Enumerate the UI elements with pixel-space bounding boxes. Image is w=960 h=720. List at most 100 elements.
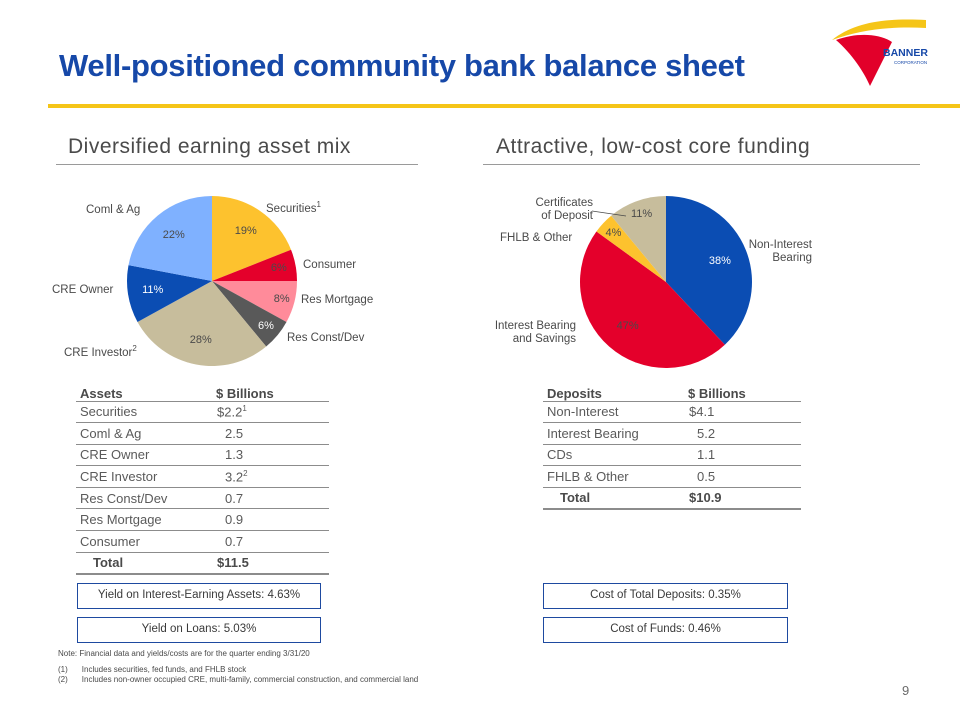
- pie-label-cds: Certificates of Deposit: [535, 197, 593, 222]
- assets-total-value: $11.5: [212, 552, 329, 575]
- assets-row: Consumer 0.7: [76, 530, 329, 553]
- assets-total-label: Total: [76, 552, 212, 575]
- asset-mix-heading: Diversified earning asset mix: [68, 135, 351, 158]
- deposits-col-header: Deposits: [543, 380, 684, 402]
- pie-pct-label: 11%: [631, 208, 653, 221]
- assets-row: CRE Owner 1.3: [76, 444, 329, 467]
- footnote-1: (1) Includes securities, fed funds, and F…: [58, 665, 247, 674]
- pie-slice-consumer: [212, 249, 297, 281]
- assets-row: Coml & Ag 2.5: [76, 422, 329, 445]
- assets-row: Res Const/Dev 0.7: [76, 487, 329, 510]
- deposits-row-label: Interest Bearing: [543, 422, 684, 445]
- assets-table-header: Assets $ Billions: [76, 380, 329, 402]
- logo-text: BANNER: [883, 47, 928, 59]
- deposits-row-value: 5.2: [684, 422, 801, 445]
- pie-slice-securities: [212, 196, 292, 281]
- pie-label-res-const: Res Const/Dev: [287, 332, 365, 344]
- pie-pct-label: 11%: [142, 284, 164, 297]
- pie-slice-cre-investor: [137, 281, 267, 366]
- assets-row-value: 1.3: [212, 444, 329, 467]
- assets-col-header: Assets: [76, 380, 212, 402]
- yield-earning-assets-box: Yield on Interest-Earning Assets: 4.63%: [77, 583, 321, 609]
- deposits-billions-col-header: $ Billions: [684, 380, 801, 402]
- pie-pct-label: 38%: [708, 254, 731, 267]
- pie-pct-label: 19%: [234, 225, 257, 238]
- pie-label-consumer: Consumer: [303, 259, 357, 271]
- pie-pct-label: 6%: [270, 262, 287, 275]
- pie-slice-interest-bearing-and-savings: [580, 231, 725, 369]
- pie-slice-fhlb-other: [596, 215, 666, 282]
- pie-pct-label: 22%: [162, 228, 185, 241]
- pie-slice-coml-ag: [128, 196, 212, 281]
- deposits-row-label: Non-Interest: [543, 401, 684, 424]
- assets-row-label: Consumer: [76, 530, 212, 553]
- pie-pct-label: 6%: [257, 319, 274, 332]
- page-title: Well-positioned community bank balance s…: [59, 48, 745, 83]
- core-funding-heading: Attractive, low-cost core funding: [496, 135, 811, 158]
- cost-total-deposits-box: Cost of Total Deposits: 0.35%: [543, 583, 788, 609]
- deposits-row-label: CDs: [543, 444, 684, 467]
- asset-mix-heading-rule: [56, 164, 418, 165]
- deposits-row-value: 1.1: [684, 444, 801, 467]
- assets-row: CRE Investor 3.22: [76, 465, 329, 488]
- pie-pct-label: 4%: [605, 226, 622, 239]
- deposits-table-header: Deposits $ Billions: [543, 380, 801, 402]
- title-divider: [48, 104, 960, 108]
- deposits-row: FHLB & Other 0.5: [543, 465, 801, 488]
- deposits-row-value: 0.5: [684, 465, 801, 488]
- pie-label-cre-investor: CRE Investor2: [64, 344, 137, 359]
- logo-subtext: CORPORATION: [894, 60, 927, 65]
- pie-label-noninterest: Non-Interest Bearing: [748, 239, 812, 264]
- assets-total-row: Total $11.5: [76, 552, 329, 575]
- deposits-total-label: Total: [543, 487, 684, 510]
- logo-red-flag: [836, 34, 892, 86]
- assets-row-value: 0.7: [212, 487, 329, 510]
- assets-row-value: 0.9: [212, 508, 329, 532]
- deposits-row: CDs 1.1: [543, 444, 801, 467]
- assets-table: Assets $ Billions Securities $2.21 Coml & …: [76, 380, 329, 575]
- cost-of-funds-box: Cost of Funds: 0.46%: [543, 617, 788, 643]
- assets-row-label: Res Mortgage: [76, 508, 212, 532]
- pie-label-securities: Securities1: [266, 200, 321, 215]
- pie-label-fhlb: FHLB & Other: [500, 232, 573, 244]
- pie-label-interest-bearing: Interest Bearing and Savings: [494, 320, 576, 345]
- yield-loans-box: Yield on Loans: 5.03%: [77, 617, 321, 643]
- deposits-row-value: $4.1: [684, 401, 801, 424]
- deposits-total-value: $10.9: [684, 487, 801, 510]
- pie-slice-res-const-dev: [212, 281, 287, 347]
- assets-row-label: Coml & Ag: [76, 422, 212, 445]
- footnote-2: (2) Includes non-owner occupied CRE, mult…: [58, 675, 419, 684]
- banner-logo: BANNER CORPORATION: [832, 19, 928, 86]
- assets-row: Res Mortgage 0.9: [76, 508, 329, 532]
- footnote-main: Note: Financial data and yields/costs ar…: [58, 649, 310, 658]
- deposits-total-row: Total $10.9: [543, 487, 801, 510]
- pie-label-coml-ag: Coml & Ag: [86, 204, 141, 216]
- pie-slice-cre-owner: [127, 265, 212, 322]
- assets-row-value: 2.5: [212, 422, 329, 445]
- assets-row: Securities $2.21: [76, 401, 329, 424]
- assets-row-value: 3.22: [212, 465, 329, 488]
- pie-slice-non-interest-bearing: [666, 196, 752, 345]
- assets-row-label: CRE Investor: [76, 465, 212, 488]
- deposits-row-label: FHLB & Other: [543, 465, 684, 488]
- pie-slice-certificates-of-deposit: [611, 196, 666, 282]
- deposits-table: Deposits $ Billions Non-Interest $4.1 Inte…: [543, 380, 801, 510]
- page-number: 9: [902, 683, 910, 698]
- pie-label-cre-owner: CRE Owner: [52, 284, 114, 296]
- pie-slice-res-mortgage: [212, 281, 297, 322]
- assets-row-label: Res Const/Dev: [76, 487, 212, 510]
- pie-label-res-mortgage: Res Mortgage: [301, 294, 374, 306]
- core-funding-pie-chart: [580, 196, 752, 369]
- assets-row-label: CRE Owner: [76, 444, 212, 467]
- assets-row-value: $2.21: [212, 401, 329, 424]
- pie-pct-label: 47%: [616, 319, 639, 332]
- assets-billions-col-header: $ Billions: [212, 380, 329, 402]
- cds-leader-line: [591, 210, 627, 217]
- logo-yellow-swoosh: [832, 19, 926, 40]
- deposits-row: Interest Bearing 5.2: [543, 422, 801, 445]
- assets-row-value: 0.7: [212, 530, 329, 553]
- deposits-row: Non-Interest $4.1: [543, 401, 801, 424]
- asset-mix-pie-chart: [127, 196, 297, 366]
- core-funding-heading-rule: [483, 164, 920, 165]
- pie-pct-label: 28%: [189, 333, 212, 346]
